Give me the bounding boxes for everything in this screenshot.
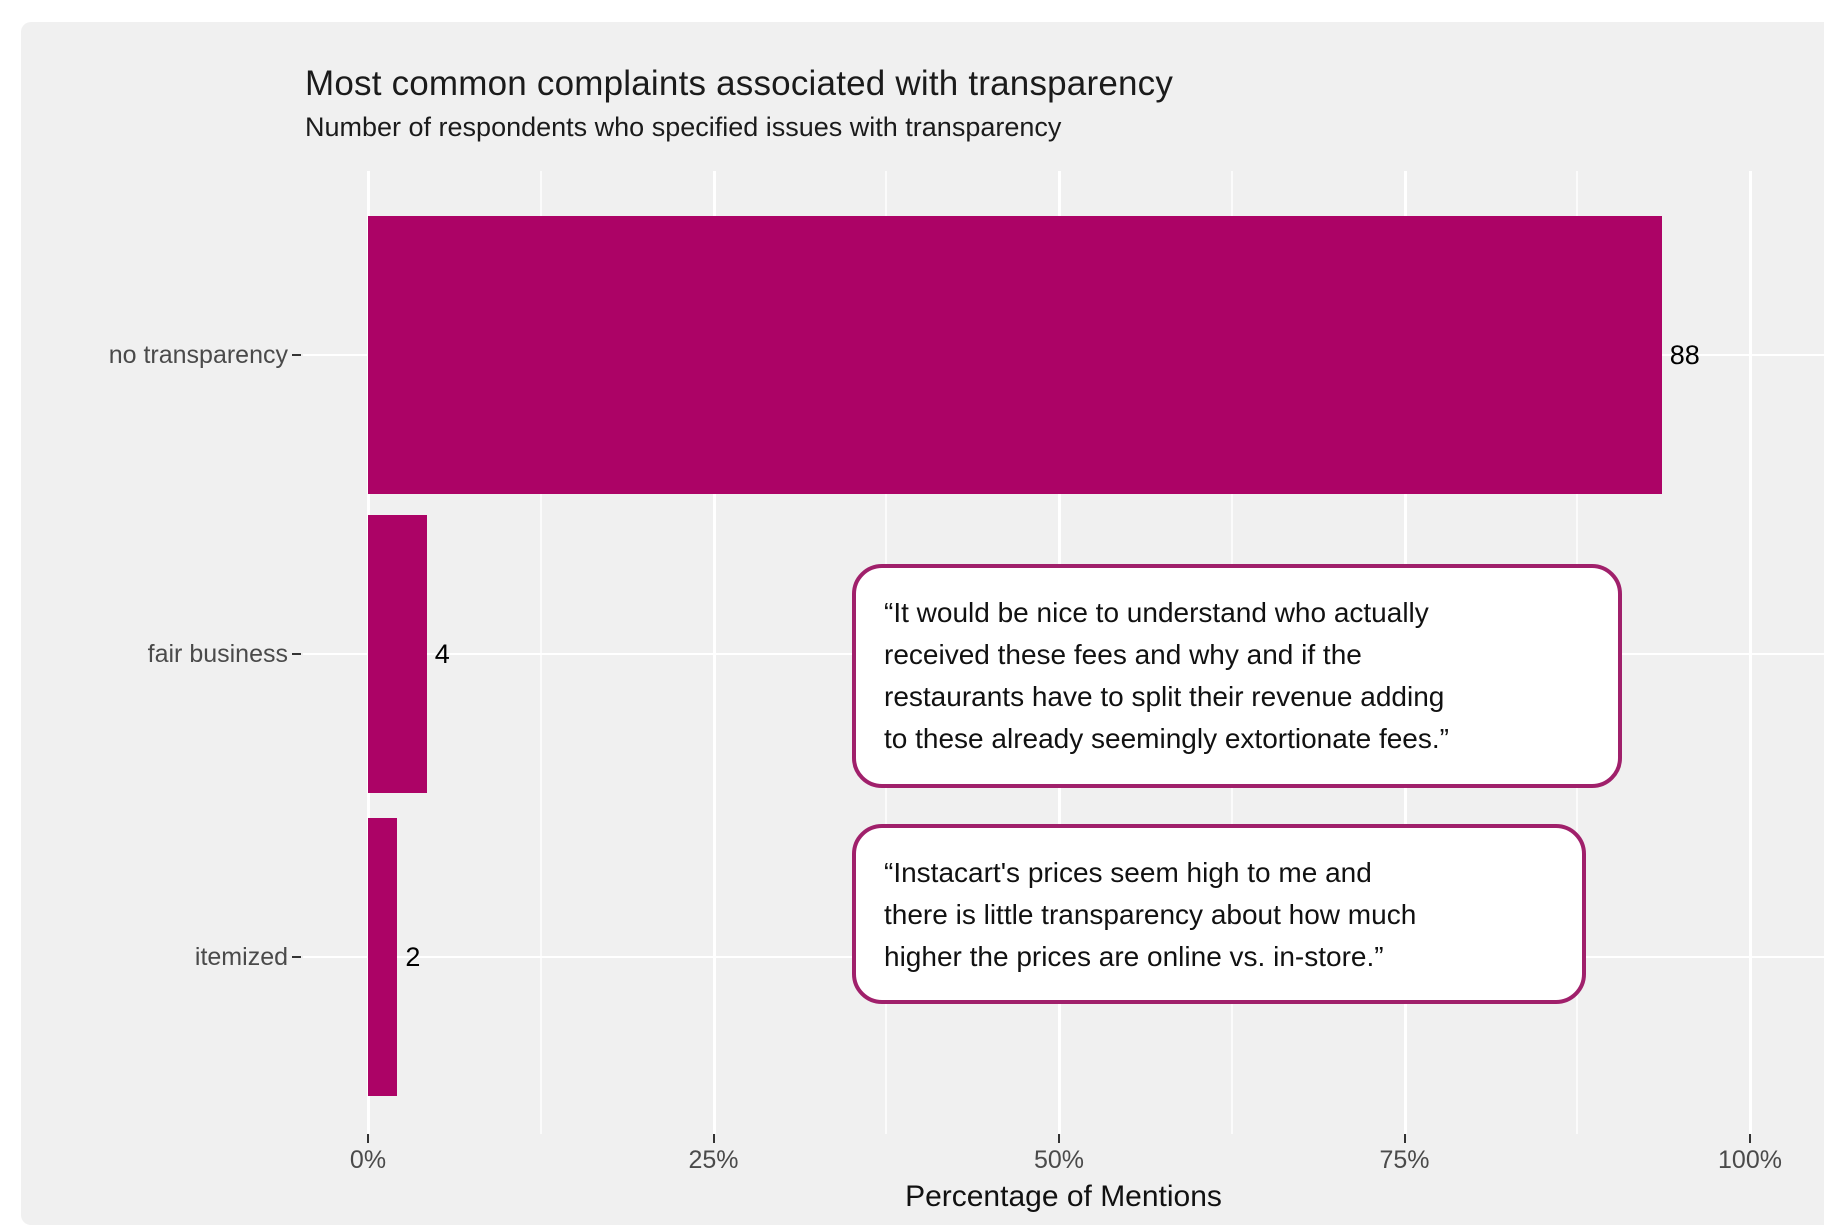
x-axis-tick [1058,1134,1060,1143]
bar-no-transparency [368,216,1662,494]
major-gridline-100% [1749,171,1752,1134]
quote-text-1: “It would be nice to understand who actu… [884,597,1449,754]
y-axis-tick [292,653,301,655]
chart-subtitle: Number of respondents who specified issu… [305,112,1062,142]
major-gridline-25% [712,171,716,1134]
x-axis-title: Percentage of Mentions [905,1180,1222,1213]
x-tick-label-1: 25% [688,1146,739,1174]
x-tick-label-2: 50% [1033,1146,1085,1174]
value-label-0: 88 [1669,340,1700,370]
category-label-1: fair business [147,640,288,668]
quote-callout-2: “Instacart's prices seem high to me and … [852,824,1586,1004]
category-label-0: no transparency [108,341,288,369]
x-axis-tick [1749,1134,1751,1143]
x-axis-tick [367,1134,369,1143]
minor-gridline [539,171,542,1134]
value-label-2: 2 [405,942,421,972]
x-axis-tick [712,1134,715,1143]
bar-fair-business [368,515,427,793]
chart-title: Most common complaints associated with t… [305,64,1174,103]
quote-text-2: “Instacart's prices seem high to me and … [884,857,1417,972]
x-axis-tick [1403,1134,1406,1143]
quote-callout-1: “It would be nice to understand who actu… [852,564,1622,788]
value-label-1: 4 [434,639,450,669]
x-tick-label-4: 100% [1718,1146,1782,1174]
y-axis-tick [292,354,301,356]
x-tick-label-0: 0% [349,1146,387,1174]
category-label-2: itemized [194,943,288,971]
bar-itemized [368,818,398,1096]
x-tick-label-3: 75% [1379,1146,1430,1174]
y-axis-tick [292,956,301,958]
